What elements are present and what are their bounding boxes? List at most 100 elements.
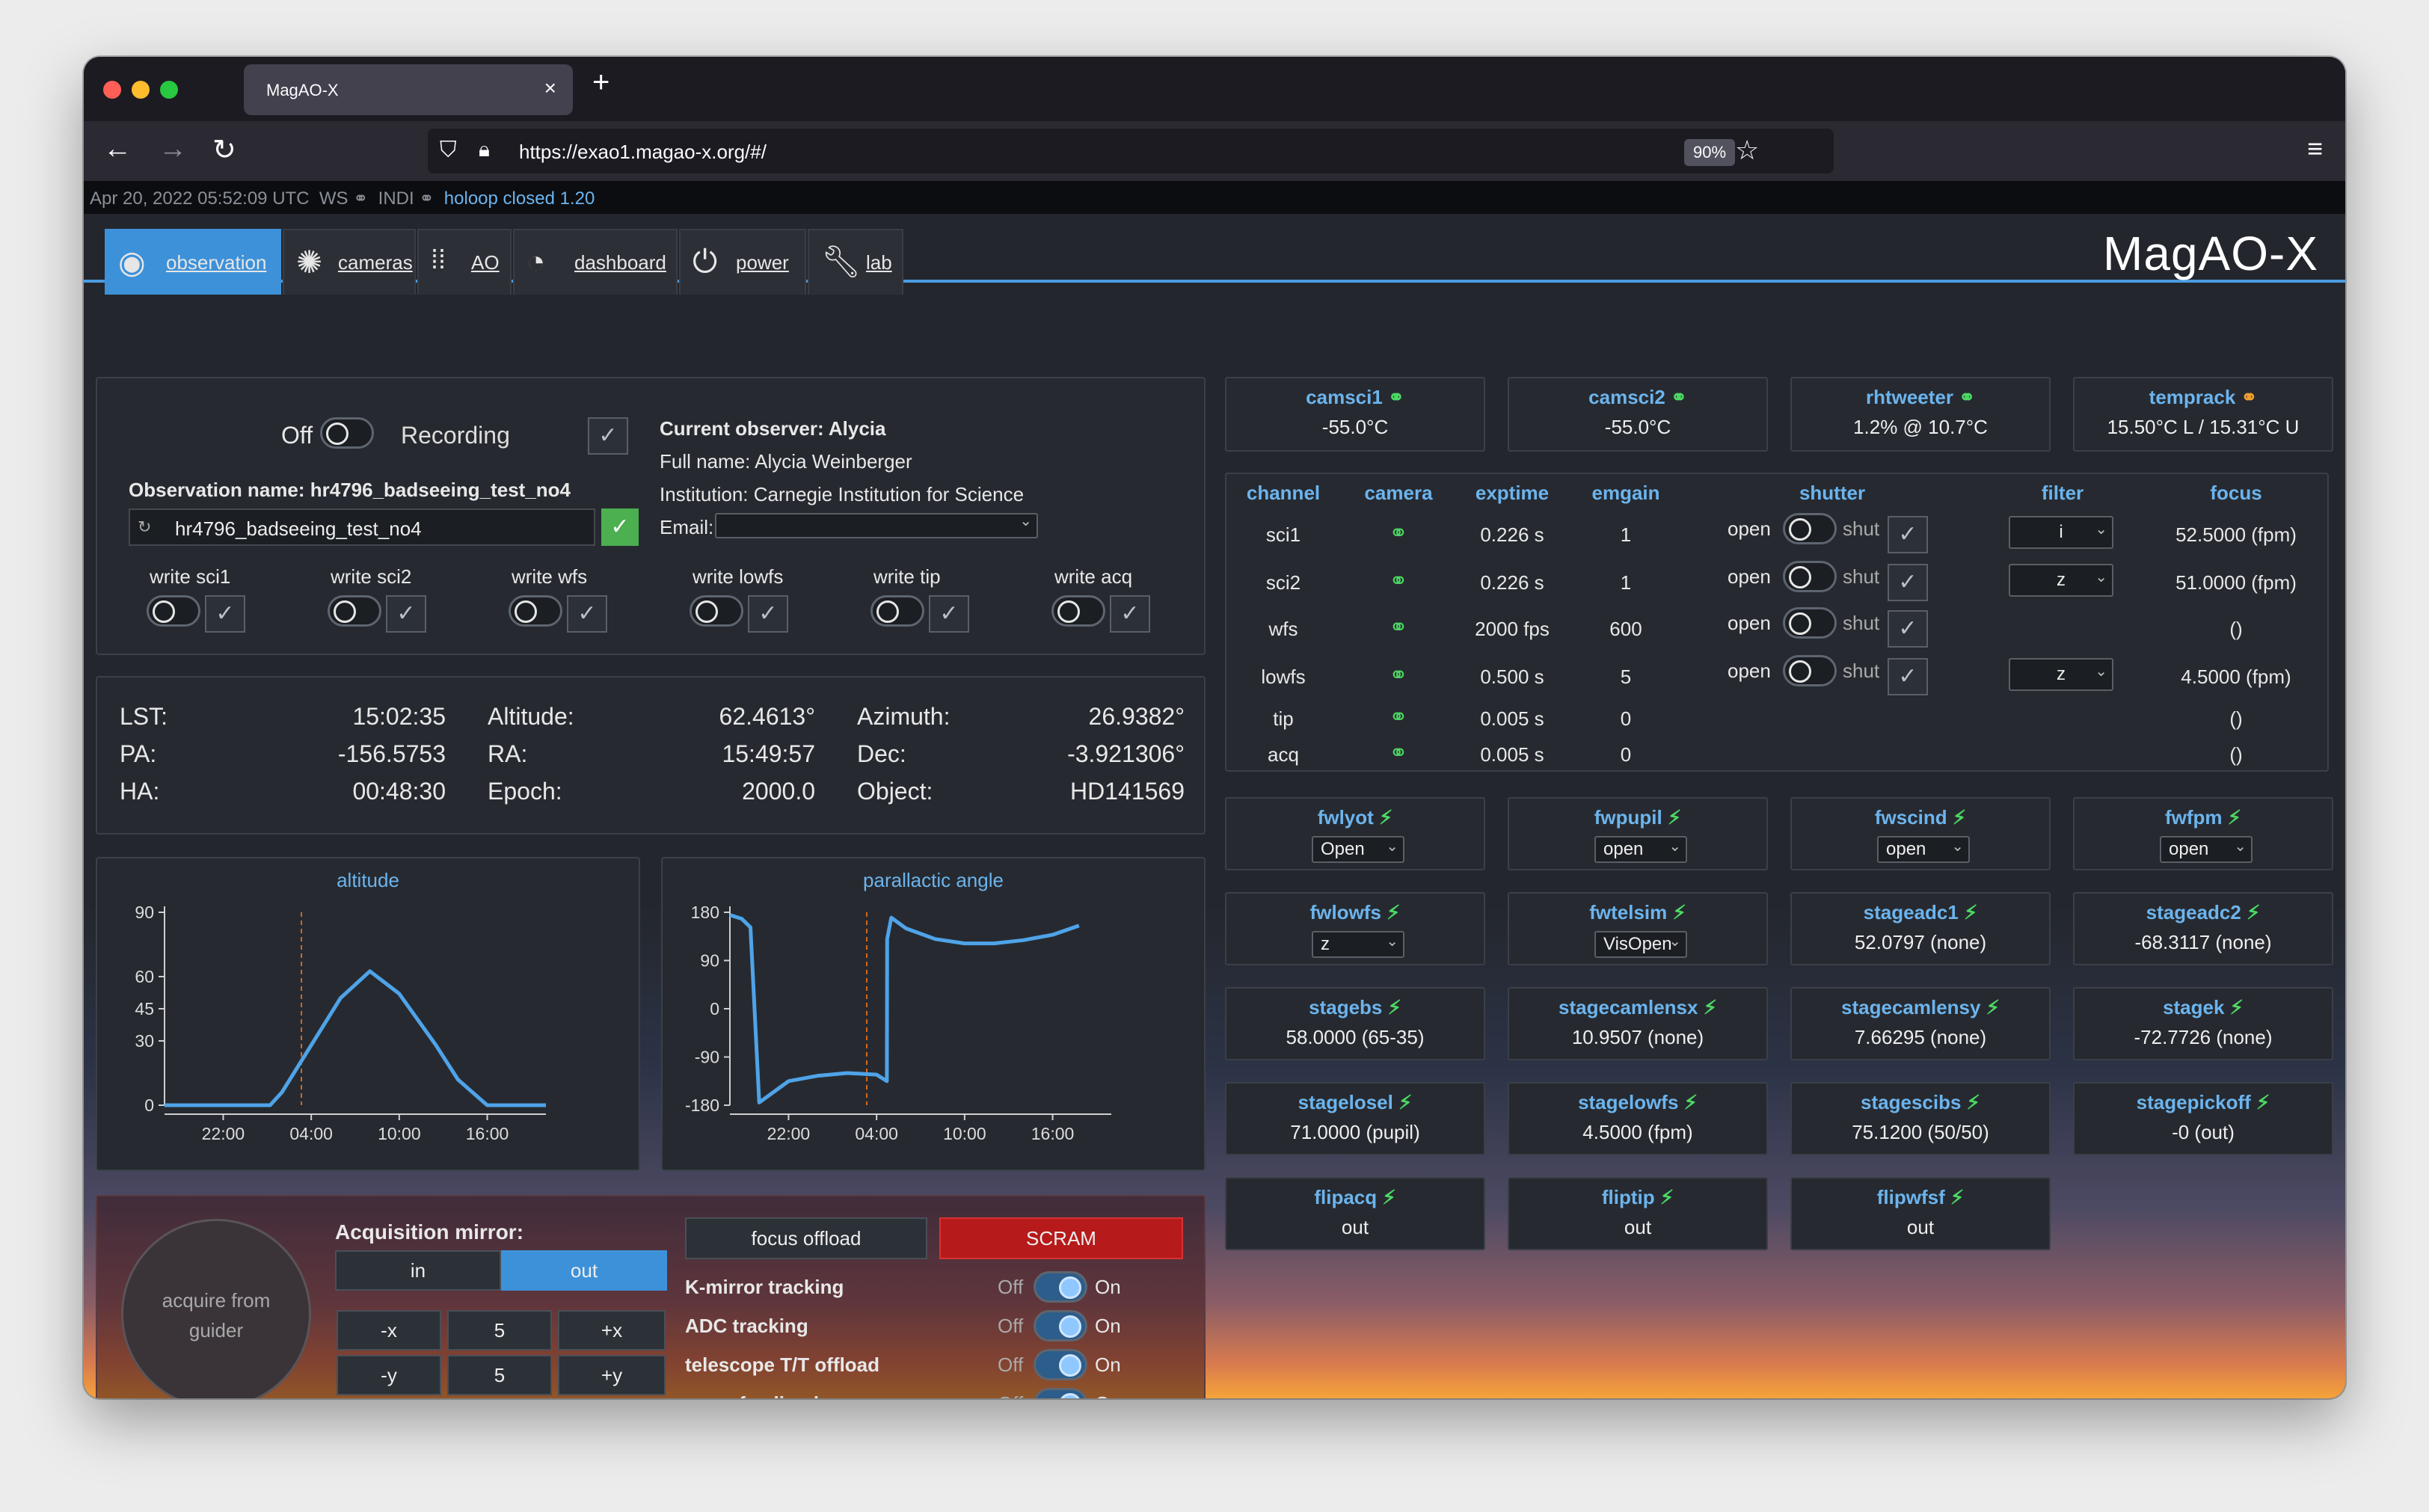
tracking-toggle[interactable] — [1034, 1388, 1087, 1398]
hamburger-menu-icon[interactable]: ≡ — [2306, 133, 2323, 164]
plus-x-button[interactable]: +x — [558, 1310, 666, 1350]
close-tab-icon[interactable]: × — [544, 76, 556, 99]
lst-value: 15:02:35 — [352, 703, 446, 730]
x-tick-label: 16:00 — [1031, 1124, 1075, 1143]
chart-title: altitude — [337, 869, 399, 891]
card-title: flipacq ⚡︎ — [1226, 1186, 1484, 1209]
minus-y-button[interactable]: -y — [337, 1355, 441, 1395]
reload-icon[interactable]: ↻ — [212, 135, 236, 166]
lock-icon[interactable]: 🔒︎ — [479, 138, 490, 161]
tab-lab[interactable]: 🔧︎ lab — [808, 229, 903, 295]
acquire-from-guider-button[interactable]: acquire from guider — [121, 1219, 311, 1398]
write-toggle[interactable] — [870, 595, 924, 627]
pa-value: -156.5753 — [337, 740, 446, 767]
minus-x-button[interactable]: -x — [337, 1310, 441, 1350]
recording-toggle[interactable] — [320, 417, 374, 449]
card-title: stagelosel ⚡︎ — [1226, 1091, 1484, 1114]
back-icon[interactable]: ← — [103, 133, 132, 165]
write-toggle[interactable] — [328, 595, 381, 627]
forward-icon[interactable]: → — [159, 133, 187, 165]
minimize-window-button[interactable] — [132, 81, 150, 99]
shutter-toggle[interactable] — [1783, 561, 1837, 592]
card-title: fliptip ⚡︎ — [1509, 1186, 1766, 1209]
tab-observation[interactable]: ◉ observation — [105, 229, 281, 295]
write-toggle[interactable] — [147, 595, 200, 627]
write-confirm-checkbox[interactable]: ✓ — [386, 595, 426, 633]
write-toggle[interactable] — [1051, 595, 1105, 627]
mirror-out-button[interactable]: out — [501, 1250, 667, 1291]
parallactic-angle-chart: parallactic angle 180 90 0 -90 -180 22:00 04:00… — [685, 869, 1111, 1143]
shutter-toggle[interactable] — [1783, 607, 1837, 639]
tracking-toggle[interactable] — [1034, 1271, 1087, 1303]
browser-tab[interactable]: MagAO-X × — [244, 64, 573, 115]
table-cell-focus: 51.0000 (fpm) — [2175, 571, 2297, 594]
y-tick-label: 60 — [135, 967, 154, 986]
telescope-panel: LST: 15:02:35 PA: -156.5753 HA: 00:48:30… — [96, 676, 1206, 835]
shutter-confirm-checkbox[interactable]: ✓ — [1888, 610, 1928, 648]
step-x-input[interactable]: 5 — [447, 1310, 552, 1350]
close-window-button[interactable] — [103, 81, 121, 99]
device-select[interactable]: z — [1312, 929, 1404, 958]
tracking-toggle[interactable] — [1034, 1310, 1087, 1342]
url-text[interactable]: https://exao1.magao-x.org/#/ — [519, 141, 767, 163]
focus-offload-button[interactable]: focus offload — [685, 1217, 927, 1259]
filter-select[interactable]: i — [2009, 514, 2113, 549]
tab-label: dashboard — [574, 251, 666, 274]
shutter-confirm-checkbox[interactable]: ✓ — [1888, 564, 1928, 601]
table-header: filter — [2041, 482, 2084, 504]
shutter-confirm-checkbox[interactable]: ✓ — [1888, 658, 1928, 695]
step-y-input[interactable]: 5 — [447, 1355, 552, 1395]
mirror-in-button[interactable]: in — [335, 1250, 501, 1291]
tab-power[interactable]: ⏻ power — [679, 229, 806, 295]
filter-select[interactable]: z — [2009, 562, 2113, 597]
device-select[interactable]: Open — [1312, 835, 1404, 863]
scram-button[interactable]: SCRAM — [939, 1217, 1183, 1259]
table-cell-focus: 52.5000 (fpm) — [2175, 523, 2297, 546]
altitude-value: 62.4613° — [719, 703, 815, 730]
filter-select[interactable]: z — [2009, 657, 2113, 691]
write-confirm-checkbox[interactable]: ✓ — [1110, 595, 1150, 633]
card-value: out — [1624, 1216, 1652, 1238]
tab-dashboard[interactable]: ◔ dashboard — [513, 229, 678, 295]
plus-y-button[interactable]: +y — [558, 1355, 666, 1395]
bookmark-star-icon[interactable]: ☆ — [1735, 135, 1760, 165]
device-select[interactable]: open — [1594, 835, 1687, 863]
acquisition-panel: acquire from guider Acquisition mirror: … — [96, 1195, 1206, 1398]
shutter-toggle[interactable] — [1783, 513, 1837, 544]
new-tab-icon[interactable]: + — [592, 66, 610, 99]
link-icon: ⚭ — [1389, 705, 1408, 730]
browser-window: MagAO-X × + ← → ↻ ⛉ 🔒︎ https://exao1.mag… — [84, 57, 2345, 1398]
card-title-text: stageadc1 — [1863, 901, 1959, 924]
write-toggle[interactable] — [690, 595, 743, 627]
y-tick-label: 0 — [144, 1095, 154, 1115]
write-label: write acq — [1054, 565, 1133, 588]
tab-ao[interactable]: ⁞⁞ AO — [417, 229, 512, 295]
email-select[interactable] — [715, 511, 1038, 538]
tab-cameras[interactable]: ✺ cameras — [283, 229, 416, 295]
write-confirm-checkbox[interactable]: ✓ — [567, 595, 607, 633]
eye-icon: ◉ — [118, 245, 146, 280]
observation-name-input[interactable]: ↻ hr4796_badseeing_test_no4 — [129, 508, 595, 546]
device-select[interactable]: VisOpen — [1594, 929, 1687, 958]
write-confirm-checkbox[interactable]: ✓ — [748, 595, 788, 633]
tracking-toggle[interactable] — [1034, 1349, 1087, 1380]
address-bar[interactable]: ⛉ 🔒︎ https://exao1.magao-x.org/#/ 90% ☆ — [428, 129, 1834, 173]
shutter-confirm-checkbox[interactable]: ✓ — [1888, 516, 1928, 553]
observation-name-value: hr4796_badseeing_test_no4 — [175, 517, 422, 540]
zoom-window-button[interactable] — [160, 81, 178, 99]
write-confirm-checkbox[interactable]: ✓ — [929, 595, 969, 633]
toggle-knob — [1059, 1354, 1081, 1377]
recording-confirm-checkbox[interactable]: ✓ — [588, 417, 628, 455]
shield-icon[interactable]: ⛉ — [440, 138, 457, 162]
device-select[interactable]: open — [1877, 835, 1970, 863]
lightning-icon: ⚡︎ — [1667, 901, 1686, 924]
zoom-level-button[interactable]: 90% — [1684, 139, 1736, 166]
device-select[interactable]: open — [2160, 835, 2253, 863]
write-confirm-checkbox[interactable]: ✓ — [205, 595, 245, 633]
object-value: HD141569 — [1070, 778, 1185, 805]
write-toggle[interactable] — [509, 595, 562, 627]
shutter-toggle[interactable] — [1783, 655, 1837, 686]
refresh-icon[interactable]: ↻ — [138, 517, 152, 536]
card-title: stagepickoff ⚡︎ — [2075, 1091, 2332, 1114]
observation-name-submit-checkbox[interactable]: ✓ — [601, 508, 639, 546]
